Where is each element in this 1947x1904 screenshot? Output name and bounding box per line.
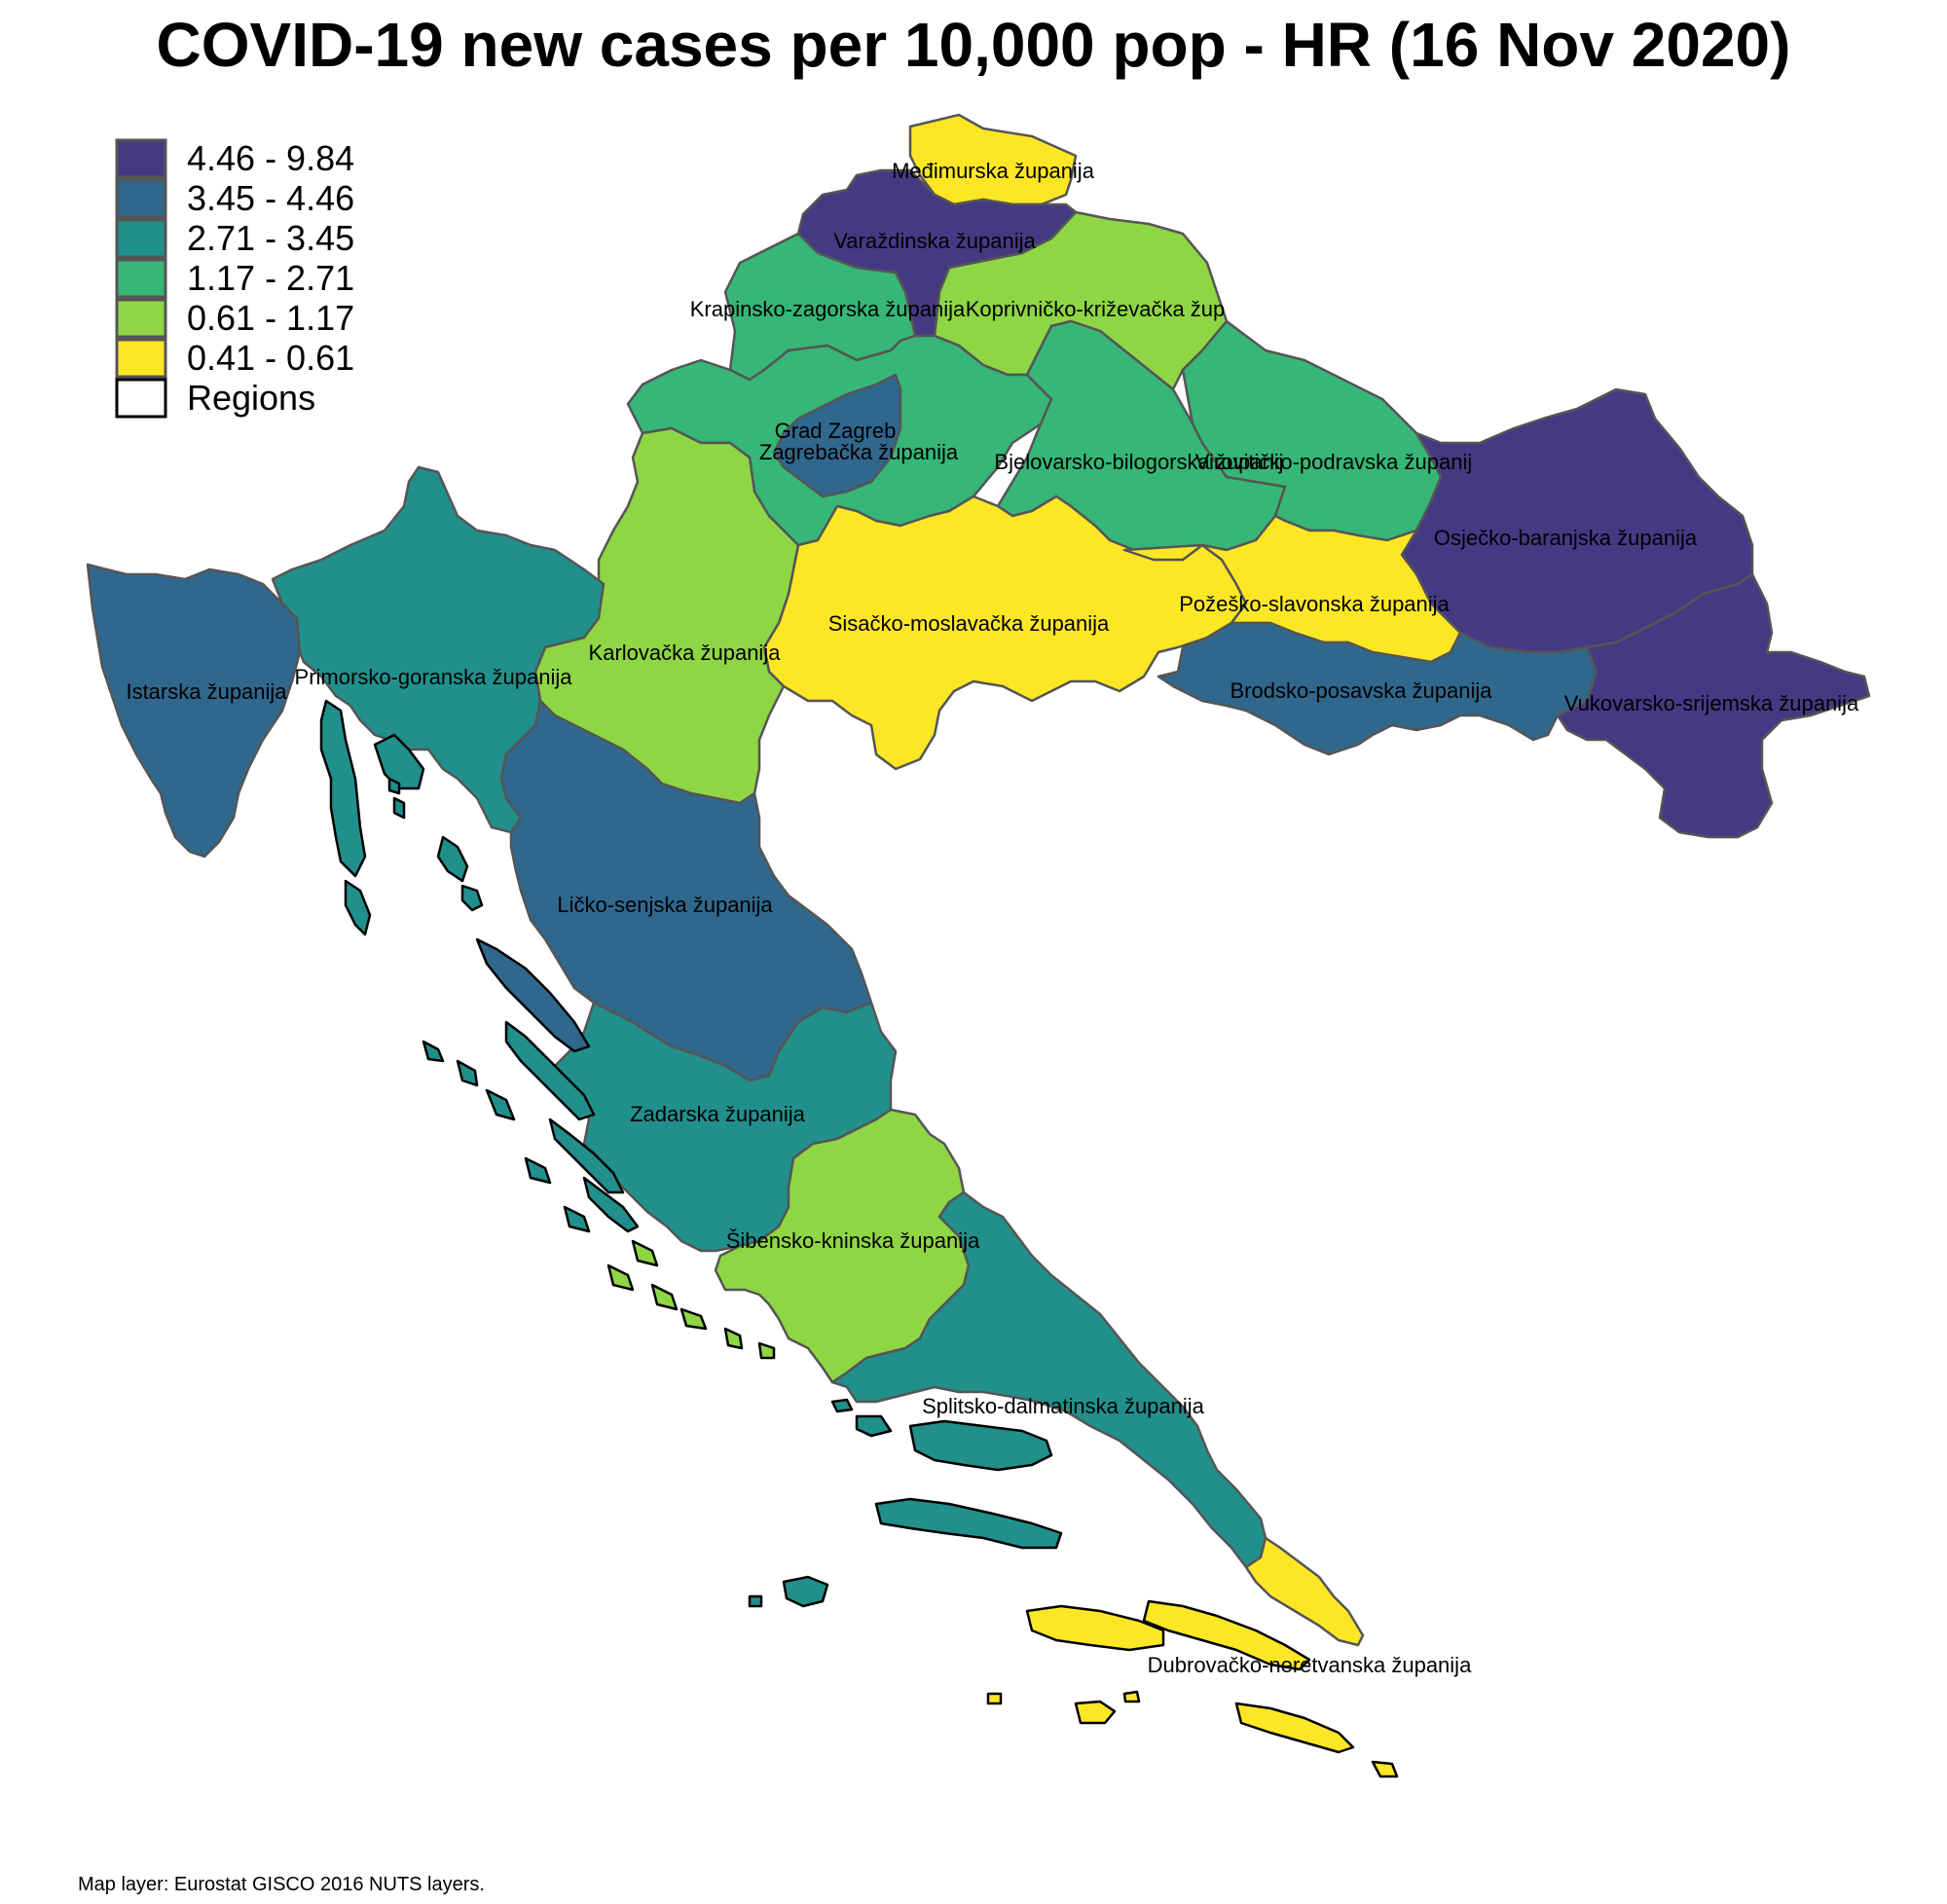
label-dubrovacko: Dubrovačko-neretvanska županija <box>1148 1653 1472 1677</box>
label-zadarska: Zadarska županija <box>630 1102 806 1126</box>
label-medimurska: Međimurska županija <box>892 159 1095 183</box>
legend-label: 0.61 - 1.17 <box>187 298 354 338</box>
legend-label: 2.71 - 3.45 <box>187 218 354 258</box>
legend: 4.46 - 9.843.45 - 4.462.71 - 3.451.17 - … <box>115 138 354 419</box>
label-vukovarsko: Vukovarsko-srijemska županija <box>1564 691 1859 715</box>
label-krapinsko: Krapinsko-zagorska županija <box>690 297 966 321</box>
island-small-10 <box>986 1692 1003 1705</box>
legend-label: 4.46 - 9.84 <box>187 138 354 178</box>
region-sisacko[interactable] <box>762 494 1248 771</box>
legend-label: 0.41 - 0.61 <box>187 338 354 378</box>
island-hvar <box>874 1497 1063 1550</box>
label-koprivnicko: Koprivničko-križevačka žup <box>966 297 1226 321</box>
island-peljesac <box>1142 1599 1311 1671</box>
island-lastovo <box>1074 1700 1117 1725</box>
label-splitsko: Splitsko-dalmatinska županija <box>922 1394 1205 1418</box>
island-pag <box>475 937 591 1053</box>
label-sisacko: Sisačko-moslavačka županija <box>828 611 1110 636</box>
island-small-6 <box>485 1088 516 1121</box>
island-small-1 <box>460 884 484 912</box>
label-karlovacka: Karlovačka županija <box>589 641 782 665</box>
island-small-3 <box>392 796 406 820</box>
island-vis <box>782 1575 829 1608</box>
legend-label: 3.45 - 4.46 <box>187 178 354 218</box>
region-labels: Međimurska županija Varaždinska županija… <box>126 159 1859 1677</box>
island-small-8 <box>563 1205 591 1233</box>
island-rab <box>436 835 469 883</box>
region-vukovarsko[interactable] <box>1556 572 1871 839</box>
island-small-2 <box>387 777 401 795</box>
island-small-4 <box>422 1040 445 1063</box>
region-zagreb-grad[interactable] <box>772 373 902 498</box>
island-brac <box>908 1419 1053 1472</box>
island-small-5 <box>456 1059 479 1087</box>
island-losinj <box>344 879 372 936</box>
label-licko: Ličko-senjska županija <box>557 893 773 917</box>
label-varazdinska: Varaždinska županija <box>833 229 1036 253</box>
label-brodsko: Brodsko-posavska županija <box>1230 678 1492 703</box>
island-sib-3 <box>650 1283 679 1311</box>
island-dugi-otok <box>504 1020 596 1121</box>
legend-swatch <box>115 178 167 219</box>
island-krk <box>373 733 425 790</box>
island-sib-1 <box>631 1239 659 1267</box>
source-note: Map layer: Eurostat GISCO 2016 NUTS laye… <box>78 1874 485 1895</box>
legend-swatch <box>115 298 167 339</box>
label-zagrebacka: Zagrebačka županija <box>759 440 959 464</box>
label-bjelovarsko: Bjelovarsko-bilogorska županij <box>994 450 1283 474</box>
legend-swatch <box>115 218 167 259</box>
legend-swatch <box>115 258 167 299</box>
legend-swatch <box>115 378 167 419</box>
label-viroviticko: Virovitičko-podravska županij <box>1195 450 1473 474</box>
region-dubrovacko[interactable] <box>1244 1536 1365 1647</box>
label-zagreb-grad: Grad Zagreb <box>775 419 897 443</box>
island-sib-4 <box>680 1307 708 1331</box>
island-sib-6 <box>757 1341 776 1360</box>
islands-layer <box>319 699 1399 1778</box>
island-solta <box>855 1414 893 1438</box>
island-small-9 <box>748 1594 763 1608</box>
island-sib-5 <box>723 1327 744 1350</box>
region-splitsko[interactable] <box>830 1190 1267 1569</box>
island-ugljan <box>548 1117 625 1194</box>
island-korcula <box>1025 1604 1165 1652</box>
label-sibensko: Šibensko-kninska županija <box>726 1228 980 1253</box>
label-primorsko: Primorsko-goranska županija <box>295 665 573 689</box>
legend-label: Regions <box>187 378 315 418</box>
map-title: COVID-19 new cases per 10,000 pop - HR (… <box>157 10 1791 80</box>
island-sib-2 <box>606 1263 635 1292</box>
island-small-11 <box>1122 1690 1141 1703</box>
island-ciovo <box>830 1398 854 1413</box>
regions-layer <box>86 113 1871 1647</box>
legend-swatch <box>115 138 167 179</box>
label-osjecko: Osječko-baranjska županija <box>1434 526 1698 550</box>
label-istarska: Istarska županija <box>126 679 287 704</box>
region-istarska[interactable] <box>86 563 302 859</box>
region-brodsko[interactable] <box>1157 621 1598 756</box>
island-pasman <box>582 1176 640 1233</box>
island-elafiti <box>1371 1760 1399 1778</box>
island-mljet <box>1234 1702 1355 1754</box>
legend-label: 1.17 - 2.71 <box>187 258 354 298</box>
island-cres <box>319 699 367 878</box>
legend-swatch <box>115 338 167 379</box>
island-small-7 <box>524 1156 552 1185</box>
label-pozesko: Požeško-slavonska županija <box>1179 592 1450 616</box>
